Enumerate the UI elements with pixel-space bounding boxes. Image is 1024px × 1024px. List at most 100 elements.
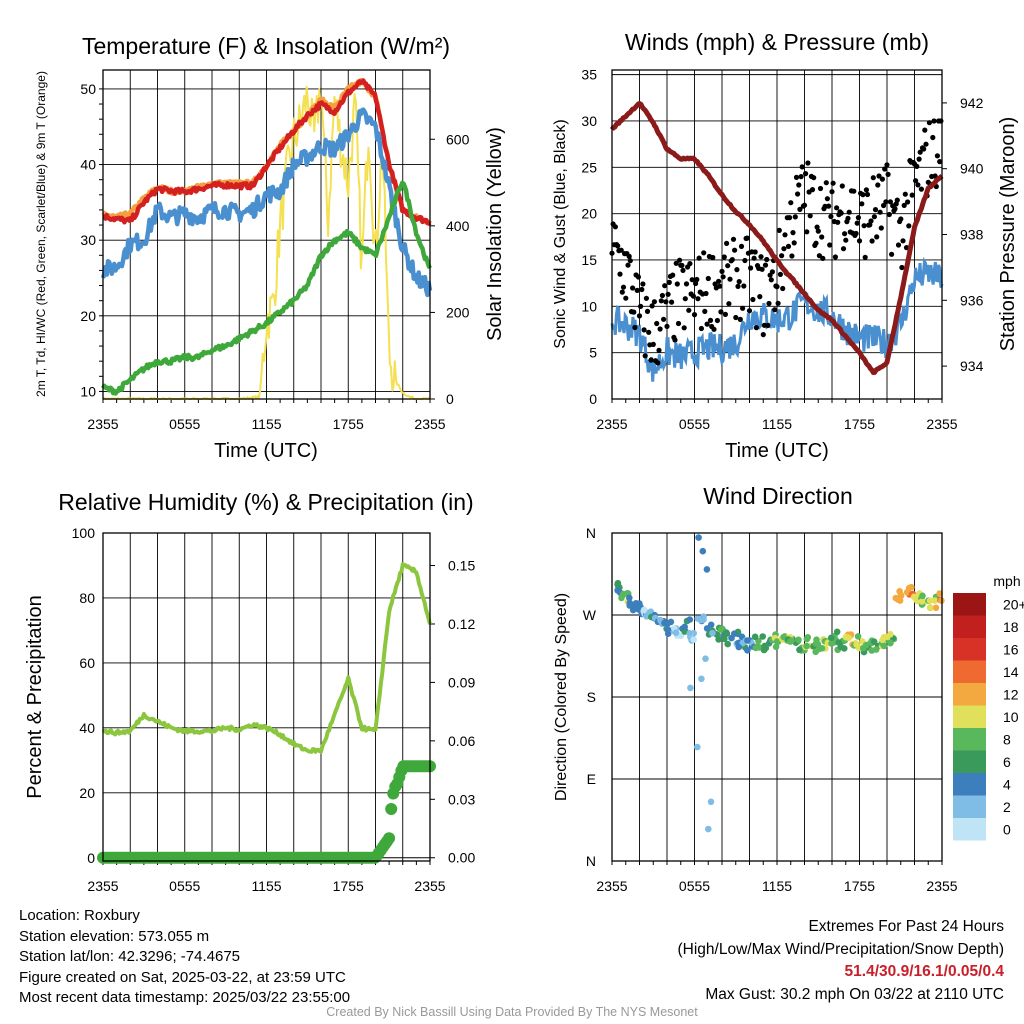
gust-point [617, 271, 623, 277]
gust-point [843, 237, 849, 243]
gust-point [930, 134, 936, 141]
gust-point [777, 271, 784, 277]
gust-point [663, 299, 669, 305]
direction-point [633, 603, 641, 610]
gust-point [863, 187, 870, 193]
gust-point [677, 257, 683, 263]
x-tick-label: 1755 [844, 416, 875, 432]
direction-point [699, 547, 707, 555]
gust-point [654, 320, 660, 327]
panel-frame-3 [611, 532, 943, 862]
gust-point [853, 230, 859, 237]
extremes-block: Extremes For Past 24 Hours (High/Low/Max… [678, 916, 1005, 1006]
station-latlon: Station lat/lon: 42.3296; -74.4675 [19, 948, 241, 965]
y-tick-label: 80 [79, 590, 95, 606]
direction-point [698, 675, 705, 683]
gust-point [683, 281, 690, 287]
gust-point [871, 214, 878, 220]
gust-point [877, 209, 883, 215]
gust-point [909, 192, 915, 198]
y2-tick-label: 400 [446, 218, 470, 234]
gust-point [835, 219, 841, 225]
gust-point [735, 283, 741, 289]
gust-point [815, 228, 821, 234]
x-tick-label: 2355 [926, 878, 957, 894]
colorbar-swatch [953, 750, 986, 773]
colorbar-swatch [953, 705, 986, 728]
gust-point [809, 187, 816, 193]
x-tick-label: 0555 [679, 416, 710, 432]
direction-point [788, 637, 795, 644]
gust-point [899, 264, 905, 271]
gust-point [859, 201, 865, 207]
x-tick-label: 1155 [762, 878, 792, 894]
colorbar-title: mph [993, 573, 1020, 589]
gust-point [892, 206, 898, 212]
y-tick-label: 20 [581, 206, 597, 222]
colorbar-swatch [953, 660, 986, 683]
panel-title-1: Winds (mph) & Pressure (mb) [625, 29, 929, 55]
gust-point [675, 320, 682, 327]
y2-tick-label: 600 [446, 131, 470, 147]
gust-point [797, 206, 803, 212]
gust-point [757, 294, 763, 300]
y2-tick-label: 0.12 [448, 616, 475, 632]
gust-point [704, 321, 710, 327]
panel-frame-2 [102, 532, 431, 862]
gust-point [720, 274, 726, 280]
gust-point [753, 325, 760, 331]
gust-point [787, 215, 793, 221]
colorbar-label: 16 [1003, 641, 1019, 657]
y2-tick-label: 0 [446, 391, 454, 407]
x-tick-label: 1755 [844, 878, 875, 894]
colorbar-swatch [953, 638, 986, 661]
direction-point [833, 628, 841, 636]
gust-point [727, 276, 733, 282]
direction-point [721, 635, 728, 643]
y-tick-label: 10 [80, 383, 96, 399]
gust-point [664, 323, 670, 329]
gust-point [741, 283, 747, 289]
gust-point [632, 324, 638, 331]
gust-point [916, 156, 922, 162]
gust-point [886, 211, 892, 218]
gust-point [635, 274, 642, 280]
x-axis-label: Time (UTC) [214, 440, 318, 462]
gust-point [732, 247, 738, 253]
gust-point [814, 224, 820, 230]
direction-point [703, 566, 711, 573]
gust-point [648, 357, 654, 363]
gust-point [781, 246, 787, 252]
gust-point [711, 326, 717, 332]
gust-point [799, 164, 805, 170]
y-axis-label: Sonic Wind & Gust (Blue, Black) [552, 119, 569, 348]
gust-point [864, 191, 871, 198]
x-tick-label: 2355 [87, 878, 118, 894]
gust-point [828, 213, 834, 220]
gust-point [895, 242, 902, 248]
colorbar-label: 10 [1003, 709, 1019, 725]
direction-point [715, 636, 722, 643]
gust-point [717, 283, 723, 289]
direction-point [936, 590, 943, 597]
station-elevation: Station elevation: 573.055 m [19, 927, 210, 945]
gust-point [917, 149, 923, 155]
direction-point [870, 638, 878, 645]
y-tick-label: 40 [80, 157, 96, 173]
gust-point [914, 163, 920, 169]
gust-point [760, 332, 766, 338]
gust-point [658, 298, 664, 304]
max-gust: Max Gust: 30.2 mph On 03/22 at 2110 UTC [705, 985, 1004, 1003]
gust-point [691, 312, 698, 318]
gust-point [625, 262, 631, 268]
gust-point [733, 314, 739, 321]
gust-point [811, 175, 817, 181]
x-tick-label: 2355 [926, 416, 957, 432]
precip-point [383, 832, 396, 845]
series-2m-t [102, 78, 432, 226]
gust-point [772, 307, 778, 313]
direction-point [919, 592, 926, 600]
gust-point [612, 224, 619, 230]
gust-point [823, 180, 829, 186]
x-tick-label: 1155 [762, 416, 792, 432]
